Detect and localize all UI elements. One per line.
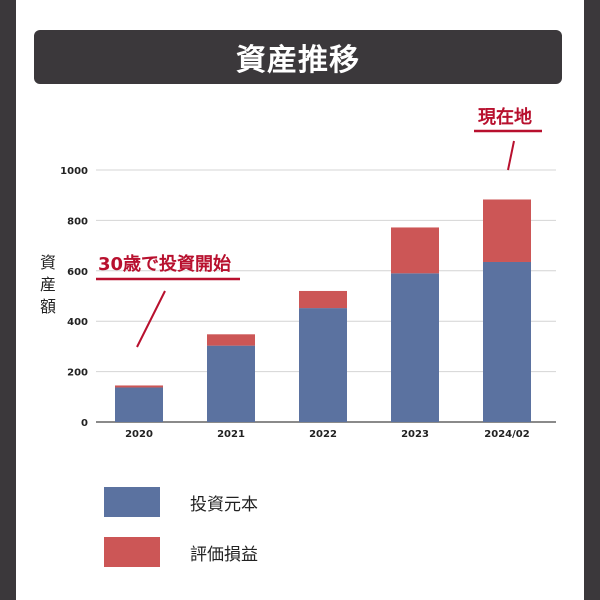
legend-label-principal: 投資元本 <box>190 494 258 515</box>
legend-swatch-gain <box>104 537 160 567</box>
y-tick-label: 200 <box>67 368 88 379</box>
y-tick-label: 600 <box>67 267 88 278</box>
y-axis-label-char: 額 <box>40 297 56 316</box>
x-tick-label: 2021 <box>217 429 245 440</box>
bar-principal-2021 <box>207 345 255 422</box>
annotation-start-label: 30歳で投資開始 <box>98 253 231 275</box>
legend-swatch-principal <box>104 487 160 517</box>
bar-gain-2020 <box>115 385 163 388</box>
legend-item-principal: 投資元本 <box>104 487 258 517</box>
bar-principal-2024-02 <box>483 261 531 422</box>
y-tick-label: 800 <box>67 216 88 227</box>
title-bar: 資産推移 <box>34 30 562 84</box>
y-axis-label-char: 資 <box>40 253 56 272</box>
legend-label-gain: 評価損益 <box>190 544 258 565</box>
y-tick-label: 0 <box>81 418 88 429</box>
bar-principal-2022 <box>299 308 347 422</box>
annotation-current-pointer <box>507 140 515 171</box>
x-tick-label: 2020 <box>125 429 153 440</box>
annotation-current-label: 現在地 <box>478 106 532 128</box>
bar-gain-2023 <box>391 227 439 274</box>
bar-principal-2023 <box>391 273 439 422</box>
y-tick-label: 1000 <box>60 166 88 177</box>
bar-principal-2020 <box>115 387 163 422</box>
chart-title: 資産推移 <box>236 43 360 78</box>
y-tick-label: 400 <box>67 317 88 328</box>
legend-item-gain: 評価損益 <box>104 537 258 567</box>
x-tick-label: 2024/02 <box>484 429 529 440</box>
bar-gain-2022 <box>299 290 347 309</box>
bar-gain-2021 <box>207 334 255 346</box>
bar-gain-2024-02 <box>483 199 531 262</box>
x-tick-label: 2022 <box>309 429 337 440</box>
y-axis-label-char: 産 <box>40 275 56 294</box>
annotation-start-pointer <box>136 290 166 348</box>
x-tick-label: 2023 <box>401 429 429 440</box>
